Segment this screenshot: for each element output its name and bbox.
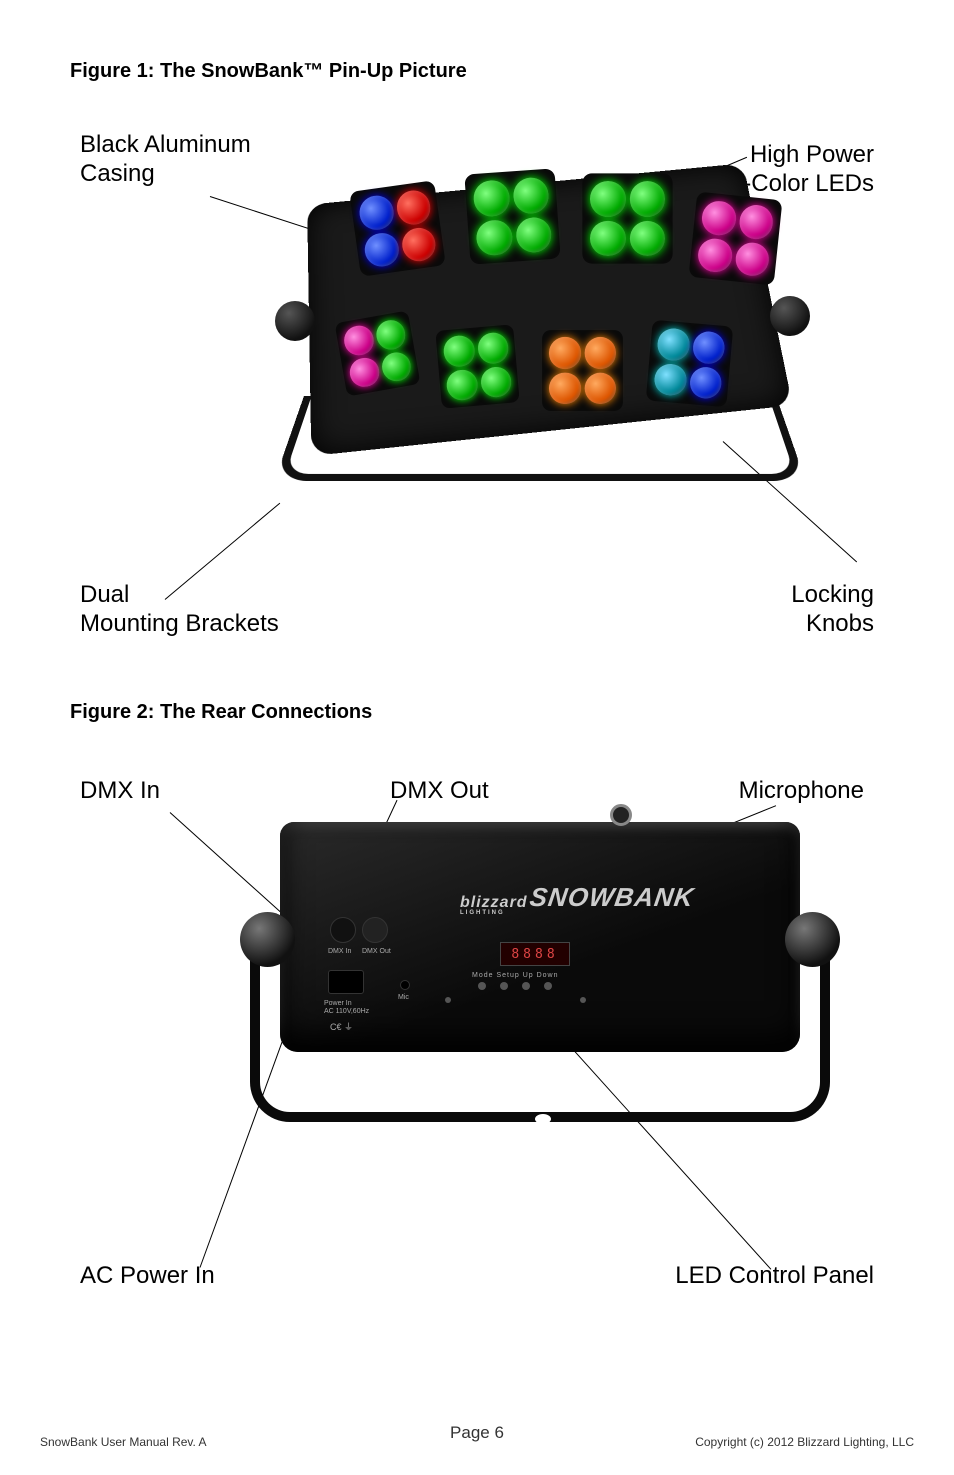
device-front [300, 171, 780, 491]
button-labels: Mode Setup Up Down [472, 972, 558, 979]
figure2-diagram: DMX In DMX Out Microphone AC Power In LE… [70, 742, 884, 1302]
brand-text: blizzard [460, 894, 528, 911]
device-rear: DMX In DMX Out Mic Power In AC 110V,60Hz… [260, 802, 820, 1172]
port-label-dmxin: DMX In [328, 948, 351, 955]
port-label-mic: Mic [398, 994, 409, 1001]
label-dmxin: DMX In [80, 777, 160, 806]
page-footer: Page 6 SnowBank User Manual Rev. A Copyr… [0, 1423, 954, 1449]
figure1-diagram: Black Aluminum Casing High Power Tri-Col… [70, 101, 884, 691]
label-casing: Black Aluminum Casing [80, 131, 251, 189]
label-knobs: Locking Knobs [791, 581, 874, 639]
product-name: SNOWBANK [528, 882, 696, 913]
footer-right: Copyright (c) 2012 Blizzard Lighting, LL… [695, 1435, 914, 1449]
port-label-power: Power In AC 110V,60Hz [324, 1000, 369, 1015]
label-acpower: AC Power In [80, 1262, 215, 1291]
port-label-dmxout: DMX Out [362, 948, 391, 955]
label-controlpanel: LED Control Panel [675, 1262, 874, 1291]
figure1-title: Figure 1: The SnowBank™ Pin-Up Picture [70, 60, 884, 83]
led-display: 8888 [500, 942, 570, 966]
ce-mark: C€ ⏚ [330, 1020, 353, 1033]
footer-left: SnowBank User Manual Rev. A [40, 1435, 207, 1449]
figure2-title: Figure 2: The Rear Connections [70, 701, 884, 724]
label-brackets: Dual Mounting Brackets [80, 581, 279, 639]
